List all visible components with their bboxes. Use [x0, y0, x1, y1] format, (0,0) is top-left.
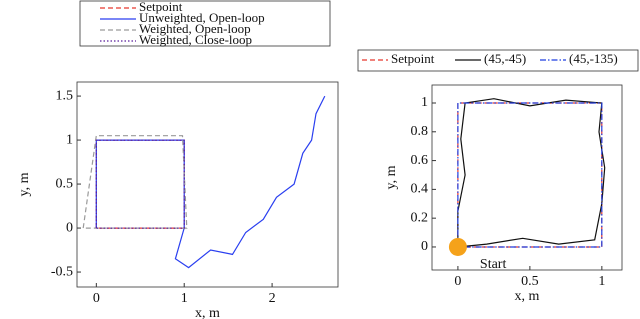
- y-tick-label: 0: [66, 220, 73, 235]
- y-tick-label: 0.6: [411, 153, 429, 168]
- legend-label: Unweighted, Open-loop: [139, 10, 265, 25]
- series-line: [95, 139, 185, 229]
- x-tick-label: 0.5: [521, 274, 539, 289]
- legend-label: Setpoint: [391, 51, 435, 66]
- plot-frame: [76, 81, 339, 288]
- start-marker: [448, 237, 467, 256]
- legend-box: [79, 0, 331, 47]
- legend-label: (45,-135): [569, 51, 618, 66]
- x-tick-label: 1: [598, 274, 605, 289]
- y-tick-label: 0.5: [56, 176, 74, 191]
- y-tick-label: 1: [66, 132, 73, 147]
- y-tick-label: 1: [421, 95, 428, 110]
- x-axis-label: x, m: [515, 289, 540, 304]
- x-tick-label: 1: [181, 291, 188, 306]
- legend-box: [357, 49, 639, 72]
- x-tick-label: 0: [93, 291, 100, 306]
- y-axis-label: y, m: [384, 165, 399, 189]
- y-tick-label: 1.5: [56, 88, 74, 103]
- x-tick-label: 2: [269, 291, 276, 306]
- x-axis-label: x, m: [195, 306, 220, 319]
- y-tick-label: 0.4: [411, 182, 429, 197]
- series-line: [82, 135, 188, 229]
- y-tick-label: 0.2: [411, 210, 429, 225]
- series-line: [95, 139, 185, 229]
- series-line: [457, 102, 603, 248]
- legend-label: Setpoint: [139, 0, 183, 14]
- y-tick-label: 0.8: [411, 124, 429, 139]
- legend: Setpoint (45,-45) (45,-135): [357, 49, 639, 72]
- y-tick-label: 0: [421, 239, 428, 254]
- annotation: Start: [480, 257, 507, 272]
- series-line: [95, 95, 326, 269]
- y-tick-label: -0.5: [51, 264, 73, 279]
- plot-frame: [431, 84, 623, 271]
- y-axis-label: y, m: [17, 172, 32, 196]
- legend-label: (45,-45): [484, 51, 526, 66]
- legend-label: Weighted, Close-loop: [139, 32, 252, 47]
- x-tick-label: 0: [454, 274, 461, 289]
- legend-label: Weighted, Open-loop: [139, 21, 251, 36]
- series-line: [457, 102, 603, 248]
- series-line: [457, 98, 606, 248]
